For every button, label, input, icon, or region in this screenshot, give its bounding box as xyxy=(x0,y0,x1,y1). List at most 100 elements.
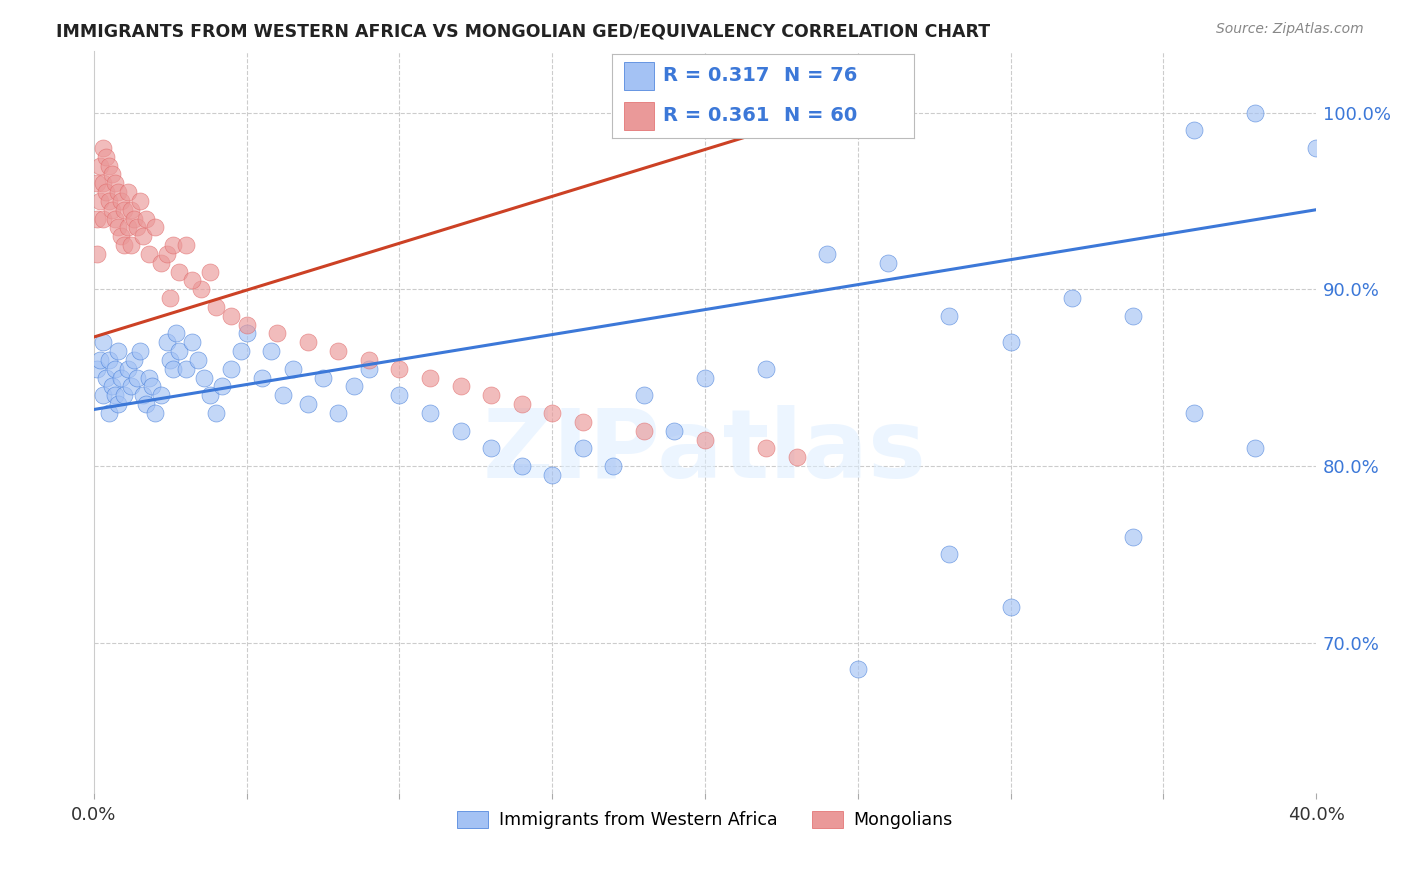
Point xyxy=(122,211,145,226)
Text: R = 0.317: R = 0.317 xyxy=(664,67,769,86)
Point xyxy=(107,220,129,235)
Point xyxy=(91,141,114,155)
Point xyxy=(846,662,869,676)
Point xyxy=(94,185,117,199)
Point xyxy=(86,361,108,376)
Point xyxy=(1244,442,1267,456)
Point xyxy=(266,326,288,341)
Point xyxy=(162,361,184,376)
Point xyxy=(510,458,533,473)
Point xyxy=(117,220,139,235)
Point xyxy=(343,379,366,393)
Point xyxy=(117,361,139,376)
Text: N = 60: N = 60 xyxy=(785,106,858,125)
Point xyxy=(143,406,166,420)
Point xyxy=(156,247,179,261)
Point xyxy=(159,353,181,368)
Point xyxy=(602,458,624,473)
Point xyxy=(114,238,136,252)
Point xyxy=(104,211,127,226)
Point xyxy=(755,442,778,456)
Point xyxy=(1305,141,1327,155)
Point xyxy=(1182,406,1205,420)
Point xyxy=(89,159,111,173)
Point xyxy=(165,326,187,341)
Point xyxy=(328,344,350,359)
Point xyxy=(235,326,257,341)
Point xyxy=(938,548,960,562)
Point xyxy=(104,361,127,376)
Point xyxy=(190,282,212,296)
Point xyxy=(664,424,686,438)
Point xyxy=(755,361,778,376)
Point xyxy=(132,388,155,402)
Point xyxy=(235,318,257,332)
Point xyxy=(1000,600,1022,615)
Point xyxy=(479,388,502,402)
Point xyxy=(229,344,252,359)
Point xyxy=(143,220,166,235)
Point xyxy=(541,467,564,482)
Point xyxy=(89,353,111,368)
Point xyxy=(174,361,197,376)
Text: N = 76: N = 76 xyxy=(785,67,858,86)
Point xyxy=(205,406,228,420)
Point xyxy=(135,211,157,226)
Point xyxy=(89,194,111,208)
Point xyxy=(150,388,173,402)
Point xyxy=(312,370,335,384)
Point xyxy=(150,256,173,270)
Point xyxy=(169,344,191,359)
Point xyxy=(107,344,129,359)
Point xyxy=(91,335,114,350)
Point xyxy=(86,176,108,190)
Point xyxy=(450,424,472,438)
Point xyxy=(193,370,215,384)
Point xyxy=(388,388,411,402)
Point xyxy=(786,450,808,465)
Point xyxy=(104,176,127,190)
Point xyxy=(94,150,117,164)
Text: ZIPatlas: ZIPatlas xyxy=(484,405,927,498)
Point xyxy=(328,406,350,420)
Point xyxy=(86,211,108,226)
Point xyxy=(450,379,472,393)
Bar xyxy=(624,102,654,130)
Point xyxy=(1122,530,1144,544)
Point xyxy=(281,361,304,376)
Point xyxy=(101,379,124,393)
Point xyxy=(1182,123,1205,137)
Point xyxy=(938,309,960,323)
Point xyxy=(1122,309,1144,323)
Point xyxy=(1000,335,1022,350)
Point xyxy=(114,388,136,402)
Point xyxy=(541,406,564,420)
Point xyxy=(357,361,380,376)
Point xyxy=(273,388,295,402)
Point xyxy=(141,379,163,393)
Point xyxy=(1060,291,1083,305)
Point xyxy=(180,273,202,287)
Point xyxy=(198,264,221,278)
Point xyxy=(633,424,655,438)
Point xyxy=(91,211,114,226)
Point xyxy=(187,353,209,368)
Point xyxy=(125,370,148,384)
Point xyxy=(260,344,283,359)
Point xyxy=(117,185,139,199)
Point xyxy=(156,335,179,350)
Point xyxy=(180,335,202,350)
Point xyxy=(98,353,121,368)
Point xyxy=(162,238,184,252)
Point xyxy=(107,397,129,411)
Point xyxy=(110,229,132,244)
Text: Source: ZipAtlas.com: Source: ZipAtlas.com xyxy=(1216,22,1364,37)
Point xyxy=(510,397,533,411)
Point xyxy=(571,415,593,429)
Point xyxy=(221,361,243,376)
Text: R = 0.361: R = 0.361 xyxy=(664,106,769,125)
Point xyxy=(98,406,121,420)
Bar xyxy=(624,62,654,90)
Point xyxy=(211,379,233,393)
Point xyxy=(419,370,441,384)
